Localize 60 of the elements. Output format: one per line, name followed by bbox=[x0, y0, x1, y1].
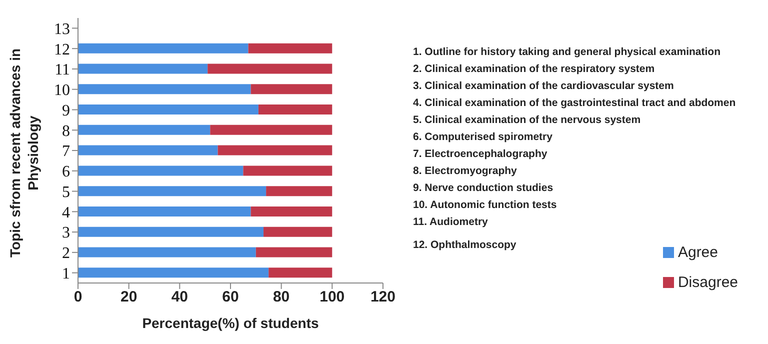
bar bbox=[243, 166, 332, 176]
y-tick-label: 6 bbox=[62, 164, 70, 181]
bar bbox=[266, 186, 332, 196]
bar bbox=[78, 226, 264, 237]
y-tick-label: 13 bbox=[54, 20, 70, 38]
bar bbox=[248, 43, 332, 54]
text: 1. Outline for history taking and general physical examination bbox=[413, 45, 722, 60]
bar bbox=[78, 186, 266, 196]
y-tick-label: 9 bbox=[62, 102, 70, 120]
bar bbox=[78, 64, 208, 74]
text: 5. Clinical examination of the nervous system bbox=[413, 113, 642, 128]
text: 12. Ophthalmoscopy bbox=[413, 239, 516, 251]
bar bbox=[250, 84, 332, 94]
bar bbox=[78, 268, 269, 278]
bar bbox=[218, 145, 332, 156]
x-tick-label: 40 bbox=[171, 288, 188, 306]
y-axis-title: Topic sfrom recent advances in Physiology bbox=[6, 47, 42, 260]
x-tick-label: 120 bbox=[370, 288, 396, 306]
bar bbox=[78, 247, 256, 258]
text: 4. Clinical examination of the gastrointestinal tract and abdomen bbox=[413, 96, 737, 111]
bar bbox=[268, 268, 332, 278]
text: 8. Electromyography bbox=[413, 164, 518, 179]
legend-label: Agree bbox=[678, 244, 718, 261]
bar bbox=[210, 124, 332, 135]
bar bbox=[258, 104, 332, 115]
text: 3. Clinical examination of the cardiovascular system bbox=[413, 79, 675, 94]
y-tick-label: 11 bbox=[54, 62, 70, 79]
y-tick-label: 1 bbox=[62, 265, 70, 282]
x-axis-title: Percentage(%) of students bbox=[142, 315, 319, 331]
text: 2. Clinical examination of the respiratory system bbox=[413, 62, 656, 77]
text: 6. Computerised spirometry bbox=[413, 130, 554, 145]
text: 7. Electroencephalography bbox=[413, 147, 548, 162]
y-tick-label: 4 bbox=[62, 204, 70, 222]
y-tick-label: 8 bbox=[62, 122, 70, 140]
bar bbox=[78, 145, 218, 156]
bar bbox=[78, 206, 251, 216]
legend-label: Disagree bbox=[678, 274, 738, 291]
text: 11. Audiometry bbox=[413, 215, 489, 230]
bar bbox=[78, 166, 244, 176]
y-tick-label: 2 bbox=[62, 245, 70, 262]
bar bbox=[78, 124, 210, 135]
bar bbox=[250, 206, 332, 216]
bar bbox=[78, 43, 248, 54]
bar bbox=[264, 226, 332, 237]
x-tick-label: 100 bbox=[320, 288, 345, 306]
x-tick-label: 20 bbox=[120, 288, 138, 306]
y-tick-label: 10 bbox=[54, 82, 70, 100]
y-tick-label: 7 bbox=[62, 143, 70, 160]
x-tick-label: 80 bbox=[272, 288, 290, 306]
y-tick-label: 12 bbox=[54, 41, 70, 58]
x-tick-label: 0 bbox=[74, 288, 82, 306]
x-tick-label: 60 bbox=[222, 288, 239, 306]
bar bbox=[208, 64, 332, 74]
text: 9. Nerve conduction studies bbox=[413, 181, 554, 196]
text: 10. Autonomic function tests bbox=[413, 198, 558, 213]
bar bbox=[256, 247, 332, 258]
bar bbox=[78, 104, 258, 115]
y-tick-label: 3 bbox=[62, 224, 70, 242]
y-tick-label: 5 bbox=[62, 184, 70, 201]
bar bbox=[78, 84, 251, 94]
